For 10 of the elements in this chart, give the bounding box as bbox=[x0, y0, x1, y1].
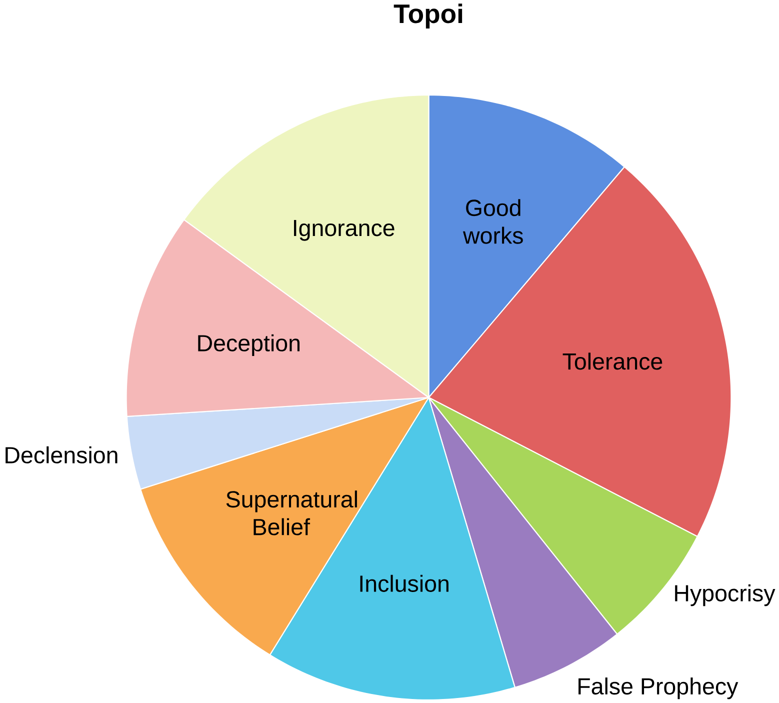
slice-label: Good works bbox=[462, 199, 523, 244]
slice-label: Supernatural Belief bbox=[226, 490, 357, 536]
slice-label: Declension bbox=[6, 446, 118, 464]
slice-label: Hypocrisy bbox=[675, 584, 776, 606]
slice-label: Deception bbox=[198, 334, 300, 356]
slice-label: Tolerance bbox=[562, 352, 662, 370]
slice-label: Ignorance bbox=[294, 220, 394, 241]
chart-title: Topoi bbox=[394, 4, 462, 29]
slice-label: Inclusion bbox=[360, 574, 448, 592]
slice-label: False Prophecy bbox=[578, 678, 738, 700]
